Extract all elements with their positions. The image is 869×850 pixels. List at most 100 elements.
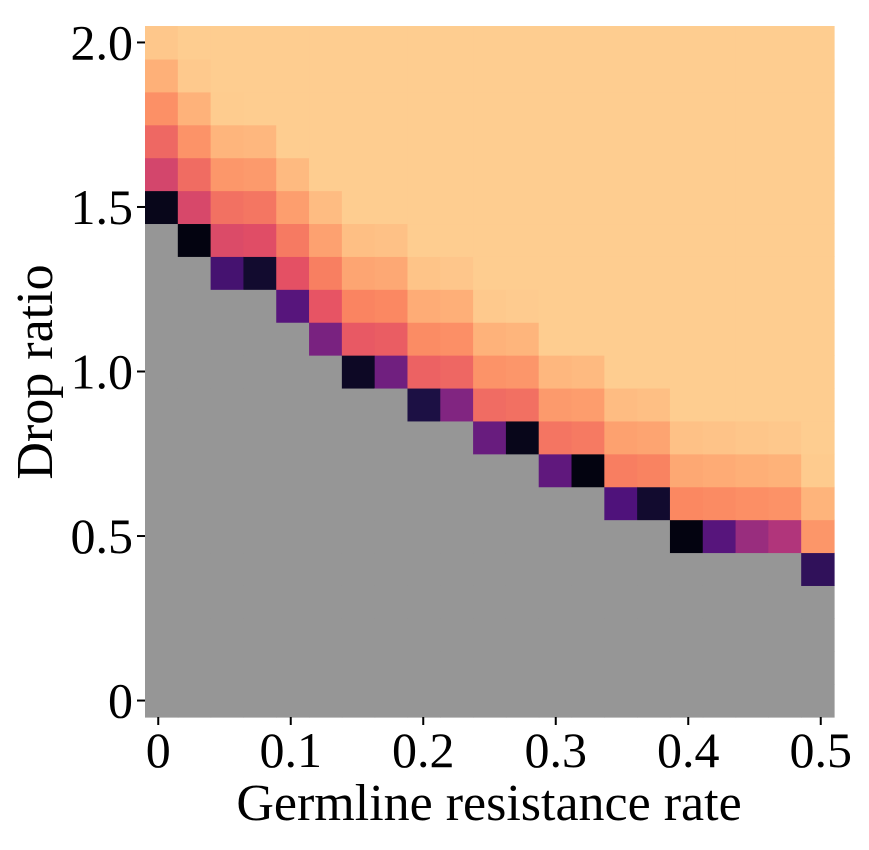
heatmap-cell xyxy=(768,58,802,93)
heatmap-cell xyxy=(145,552,179,586)
heatmap-cell xyxy=(702,420,737,455)
heatmap-cell xyxy=(604,420,638,455)
heatmap-cell xyxy=(243,322,277,356)
heatmap-cell xyxy=(604,585,638,619)
heatmap-cell xyxy=(309,157,343,192)
heatmap-cell xyxy=(440,453,474,488)
heatmap-cell xyxy=(505,486,540,521)
heatmap-cell xyxy=(604,453,638,488)
heatmap-cell xyxy=(374,420,409,455)
heatmap-cell xyxy=(669,157,704,192)
heatmap-cell xyxy=(177,190,212,225)
heatmap-cell xyxy=(407,486,441,521)
heatmap-cell xyxy=(210,26,245,60)
heatmap-cell xyxy=(571,387,605,422)
heatmap-cell xyxy=(505,322,540,356)
heatmap-cell xyxy=(538,157,573,192)
heatmap-cell xyxy=(538,387,573,422)
y-tick-label: 2.0 xyxy=(71,14,134,70)
heatmap-cell xyxy=(473,223,507,257)
heatmap-cell xyxy=(768,256,802,290)
heatmap-cell xyxy=(538,322,573,356)
heatmap-cell xyxy=(801,519,835,554)
heatmap-cell xyxy=(702,289,737,323)
heatmap-cell xyxy=(801,387,835,422)
heatmap-cell xyxy=(243,453,277,488)
heatmap-cell xyxy=(374,26,409,60)
heatmap-cell xyxy=(604,124,638,159)
heatmap-cell xyxy=(637,289,671,323)
heatmap-cell xyxy=(505,256,540,290)
heatmap-cell xyxy=(571,453,605,488)
heatmap-cell xyxy=(210,387,245,422)
heatmap-cell xyxy=(505,58,540,93)
heatmap-cell xyxy=(177,585,212,619)
heatmap-cell xyxy=(801,486,835,521)
heatmap-cell xyxy=(637,157,671,192)
heatmap-cell xyxy=(276,651,310,685)
heatmap-cell xyxy=(702,618,737,652)
heatmap-cell xyxy=(276,58,310,93)
heatmap-cell xyxy=(538,453,573,488)
heatmap-cell xyxy=(341,223,376,257)
heatmap-cell xyxy=(145,256,179,290)
heatmap-cell xyxy=(145,585,179,619)
heatmap-cell xyxy=(341,289,376,323)
heatmap-cell xyxy=(440,289,474,323)
heatmap-cell xyxy=(374,223,409,257)
heatmap-cell xyxy=(210,223,245,257)
heatmap-cell xyxy=(538,552,573,586)
heatmap-cell xyxy=(702,453,737,488)
heatmap-cell xyxy=(440,58,474,93)
heatmap-cell xyxy=(735,124,769,159)
heatmap-cell xyxy=(735,355,769,389)
heatmap-cell xyxy=(571,618,605,652)
heatmap-cell xyxy=(637,124,671,159)
heatmap-cell xyxy=(473,190,507,225)
heatmap-cell xyxy=(440,585,474,619)
heatmap-cell xyxy=(440,420,474,455)
heatmap-cell xyxy=(374,124,409,159)
heatmap-cell xyxy=(440,157,474,192)
heatmap-cell xyxy=(702,552,737,586)
heatmap-cell xyxy=(177,519,212,554)
heatmap-cell xyxy=(669,26,704,60)
heatmap-cell xyxy=(145,157,179,192)
heatmap-cell xyxy=(801,289,835,323)
heatmap-cell xyxy=(210,322,245,356)
heatmap-cell xyxy=(341,585,376,619)
heatmap-cell xyxy=(571,124,605,159)
heatmap-cell xyxy=(669,58,704,93)
heatmap-cell xyxy=(571,289,605,323)
heatmap-cell xyxy=(768,157,802,192)
heatmap-cell xyxy=(210,684,245,718)
heatmap-cell xyxy=(145,618,179,652)
heatmap-cell xyxy=(538,519,573,554)
heatmap-cell xyxy=(505,420,540,455)
heatmap-cell xyxy=(440,124,474,159)
heatmap-cell xyxy=(538,585,573,619)
heatmap-cell xyxy=(177,552,212,586)
heatmap-cell xyxy=(276,486,310,521)
heatmap-cell xyxy=(768,190,802,225)
heatmap-cell xyxy=(669,651,704,685)
heatmap-cell xyxy=(341,58,376,93)
heatmap-cell xyxy=(407,519,441,554)
heatmap-cell xyxy=(210,552,245,586)
heatmap-cell xyxy=(473,420,507,455)
heatmap-cell xyxy=(604,58,638,93)
heatmap-cell xyxy=(341,91,376,126)
heatmap-cell xyxy=(637,223,671,257)
heatmap-cell xyxy=(407,355,441,389)
heatmap-cell xyxy=(473,651,507,685)
heatmap-cell xyxy=(538,684,573,718)
y-tick-label: 1.5 xyxy=(71,179,134,235)
heatmap-cell xyxy=(341,322,376,356)
heatmap-cell xyxy=(210,651,245,685)
heatmap-cell xyxy=(374,387,409,422)
heatmap-cell xyxy=(538,190,573,225)
heatmap-cell xyxy=(440,684,474,718)
heatmap-cell xyxy=(473,124,507,159)
heatmap-cell xyxy=(177,651,212,685)
heatmap-cell xyxy=(768,26,802,60)
